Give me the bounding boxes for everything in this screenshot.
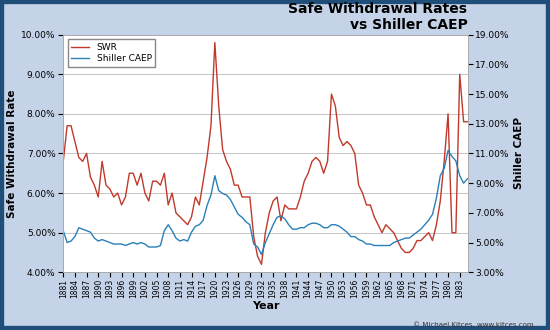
Text: © Michael Kitces, www.kitces.com: © Michael Kitces, www.kitces.com — [413, 322, 534, 328]
SWR — [239, 195, 245, 199]
Shiller CAEP — [355, 238, 362, 242]
SWR — [212, 41, 218, 45]
SWR — [363, 203, 370, 207]
Shiller CAEP — [60, 229, 67, 233]
SWR — [359, 191, 366, 195]
SWR — [464, 120, 471, 124]
Legend: SWR, Shiller CAEP: SWR, Shiller CAEP — [68, 39, 155, 67]
SWR — [64, 124, 70, 128]
Shiller CAEP — [216, 188, 222, 192]
Y-axis label: Shiller CAEP: Shiller CAEP — [514, 117, 524, 189]
X-axis label: Year: Year — [252, 301, 279, 311]
Shiller CAEP — [359, 239, 366, 243]
Shiller CAEP — [114, 242, 121, 246]
Line: Shiller CAEP: Shiller CAEP — [63, 150, 468, 254]
Shiller CAEP — [235, 213, 241, 216]
Y-axis label: Safe Withdrawal Rate: Safe Withdrawal Rate — [7, 89, 17, 218]
Shiller CAEP — [445, 148, 452, 152]
Shiller CAEP — [64, 241, 70, 245]
Shiller CAEP — [464, 177, 471, 181]
Line: SWR: SWR — [63, 43, 468, 264]
Shiller CAEP — [258, 252, 265, 256]
Text: Safe Withdrawal Rates
vs Shiller CAEP: Safe Withdrawal Rates vs Shiller CAEP — [289, 2, 468, 32]
SWR — [60, 159, 67, 163]
SWR — [114, 191, 121, 195]
SWR — [219, 148, 226, 151]
SWR — [258, 262, 265, 266]
